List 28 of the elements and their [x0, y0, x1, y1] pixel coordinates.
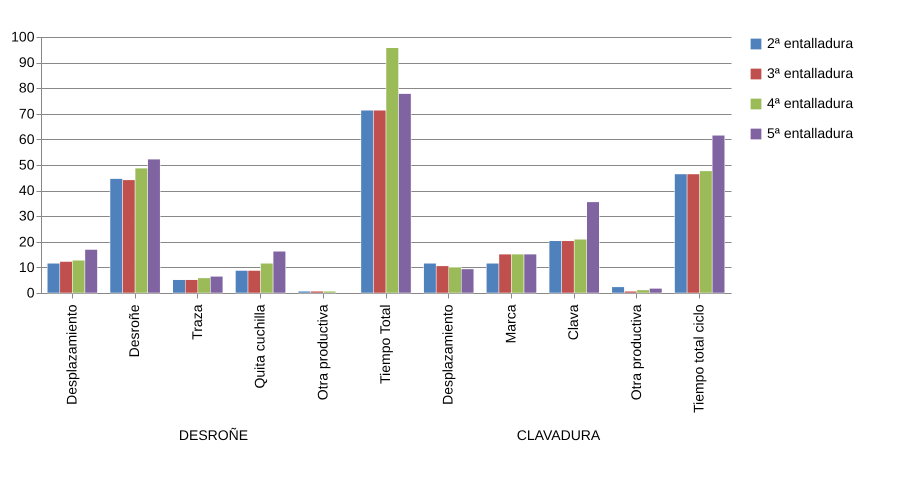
- x-tick-label: Desroñe: [126, 304, 142, 358]
- text: DESROÑE: [178, 427, 248, 443]
- y-tick-label: 10: [18, 258, 35, 275]
- x-tick-label: Quita cuchilla: [252, 304, 268, 389]
- legend-label: 4ª entalladura: [767, 95, 854, 111]
- x-tick-label: Tiempo Total: [377, 304, 393, 384]
- y-tick-label: 50: [18, 156, 35, 172]
- y-tick-label: 100: [11, 28, 35, 44]
- legend-label: 2ª entalladura: [767, 35, 854, 51]
- legend-label: 5ª entalladura: [767, 125, 854, 141]
- x-tick-label: Otra productiva: [628, 304, 644, 400]
- x-tick-label: Otra productiva: [314, 304, 330, 400]
- y-tick-label: 90: [18, 54, 35, 70]
- y-tick-label: 70: [18, 105, 35, 122]
- x-tick-label: Tiempo total ciclo: [690, 304, 707, 413]
- x-tick-label: Clava: [565, 304, 582, 340]
- y-tick-label: 20: [18, 233, 35, 250]
- text: CLAVADURA: [516, 427, 601, 443]
- x-tick-label: Desplazamiento: [63, 304, 80, 405]
- y-tick-label: 30: [18, 208, 35, 224]
- y-tick-label: 60: [18, 130, 35, 147]
- y-tick-label: 80: [18, 80, 35, 96]
- y-tick-label: 0: [26, 284, 35, 300]
- y-tick-label: 40: [18, 182, 35, 198]
- legend-label: 3ª entalladura: [767, 65, 854, 81]
- x-tick-label: Traza: [188, 304, 205, 340]
- x-tick-label: Marca: [502, 304, 518, 344]
- x-tick-label: Desplazamiento: [440, 304, 456, 405]
